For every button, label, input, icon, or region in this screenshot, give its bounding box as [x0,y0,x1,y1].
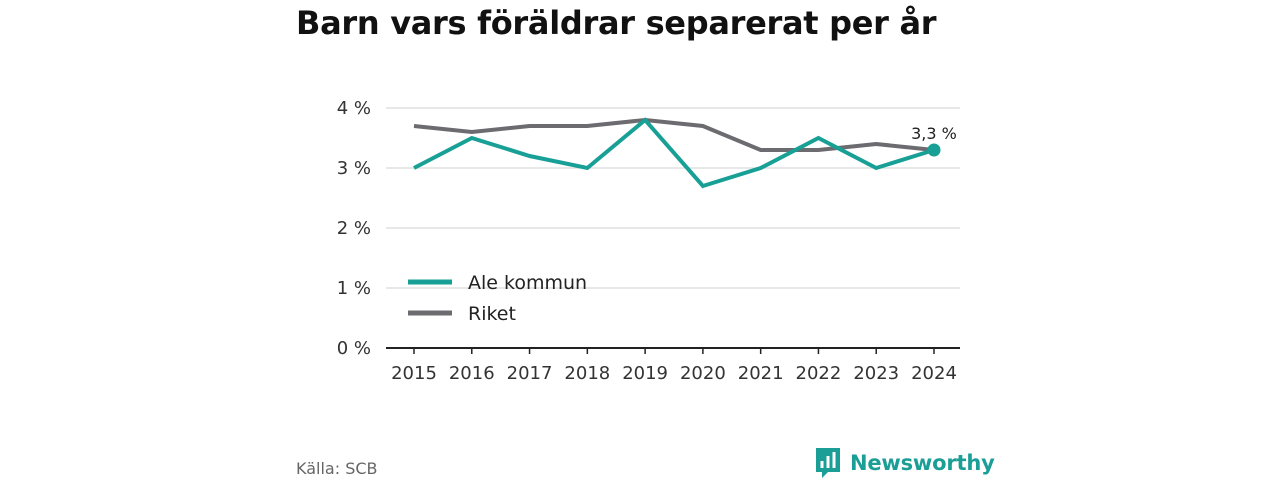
x-tick-label: 2020 [680,363,726,384]
x-tick-label: 2017 [507,363,553,384]
x-tick-label: 2022 [796,363,842,384]
y-tick-label: 2 % [337,218,371,239]
gridlines [386,107,960,289]
x-tick-label: 2016 [449,363,495,384]
x-tick-label: 2023 [853,363,899,384]
x-tick-label: 2021 [738,363,784,384]
newsworthy-logo-icon [816,448,840,478]
y-tick-label: 3 % [337,158,371,179]
brand-logo[interactable]: Newsworthy [814,446,995,480]
last-value-label: 3,3 % [911,124,957,143]
y-axis-ticks: 0 % 1 % 2 % 3 % 4 % [337,98,371,359]
x-axis: 2015 2016 2017 2018 2019 2020 2021 2022 2023 2024 [386,347,960,384]
x-tick-label: 2019 [622,363,668,384]
series-line-ale-kommun [413,117,935,189]
last-point-marker [927,143,941,157]
x-tick-label: 2018 [564,363,610,384]
chart-title: Barn vars föräldrar separerat per år [296,4,937,42]
brand-name: Newsworthy [850,451,995,475]
y-tick-label: 4 % [337,98,371,119]
legend: Ale kommun Riket [408,272,587,325]
annotations: 3,3 % [911,124,957,157]
series-lines [413,117,935,189]
y-tick-label: 1 % [337,278,371,299]
legend-label: Ale kommun [468,272,587,294]
x-tick-label: 2015 [391,363,437,384]
x-tick-label: 2024 [911,363,957,384]
y-tick-label: 0 % [337,338,371,359]
legend-label: Riket [468,303,516,325]
series-line-riket [413,117,935,152]
source-note: Källa: SCB [296,459,378,478]
